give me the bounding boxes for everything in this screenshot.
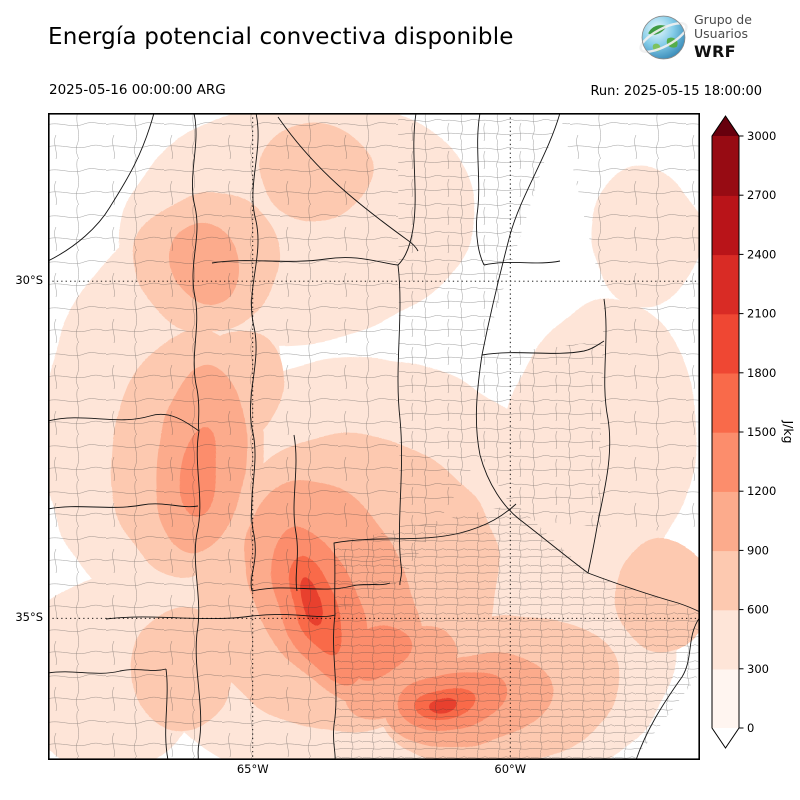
province-boundaries-layer	[48, 113, 700, 760]
colorbar-segment	[712, 372, 739, 433]
province-border	[48, 113, 155, 262]
province-border	[277, 116, 419, 252]
map-frame-layer	[48, 113, 700, 760]
lon-tick-label: 60°W	[494, 762, 527, 776]
province-border	[48, 503, 199, 510]
page-title: Energía potencial convectiva disponible	[48, 24, 514, 50]
colorbar-segment	[712, 254, 739, 315]
department-boundary-mesh	[48, 113, 398, 760]
colorbar-tick-label: 1500	[747, 425, 776, 439]
province-border	[251, 582, 391, 592]
logo-org-line2: Usuarios	[694, 26, 749, 41]
colorbar-body: 0 300 600 900 1200 1500 1800 2100 2400 2700 3000	[711, 115, 776, 749]
province-border	[293, 434, 298, 592]
province-border	[397, 113, 417, 586]
colorbar-tick-label: 1200	[747, 484, 776, 498]
globe-logo-icon	[639, 15, 688, 59]
colorbar-tick-label: 1800	[747, 366, 776, 380]
department-boundary-mesh	[597, 289, 700, 533]
colorbar-segment	[712, 136, 739, 196]
province-border	[194, 430, 202, 760]
province-border	[250, 113, 259, 592]
province-border	[333, 614, 337, 760]
logo-wrf-label: WRF	[694, 42, 736, 61]
province-border	[165, 668, 169, 760]
wrf-logo: Grupo de Usuarios WRF	[639, 12, 752, 62]
colorbar-segment	[712, 550, 739, 611]
colorbar-tick-label: 3000	[747, 129, 776, 143]
valid-time-label: 2025-05-16 00:00:00 ARG	[49, 82, 226, 98]
department-boundary-mesh	[560, 113, 700, 299]
province-border	[475, 113, 589, 574]
run-time-label: Run: 2025-05-15 18:00:00	[590, 84, 762, 99]
colorbar-tick-label: 600	[747, 603, 769, 617]
department-boundary-mesh	[480, 341, 604, 527]
department-boundary-mesh	[398, 113, 560, 583]
colorbar-unit-label: J/kg	[781, 419, 796, 443]
colorbar-segment	[712, 491, 739, 552]
province-border	[333, 503, 517, 616]
map-canvas	[48, 113, 700, 760]
province-border	[48, 413, 200, 432]
logo-text: Grupo de Usuarios WRF	[694, 12, 752, 62]
province-border	[105, 614, 336, 620]
lat-tick-label: 30°S	[15, 273, 43, 288]
department-boundary-mesh	[335, 504, 700, 760]
lon-tick-label: 65°W	[236, 762, 269, 776]
colorbar-tick-label: 2400	[747, 247, 776, 261]
colorbar-tick-label: 2700	[747, 188, 776, 202]
province-border	[587, 572, 700, 613]
colorbar-tick-label: 0	[747, 721, 754, 735]
colorbar-under-arrow	[712, 728, 739, 748]
colorbar-segment	[712, 609, 739, 670]
province-border	[587, 298, 611, 574]
province-border	[635, 616, 700, 760]
colorbar-segment	[712, 668, 739, 729]
province-border	[48, 668, 167, 674]
lat-tick-label: 35°S	[15, 610, 43, 625]
colorbar-segment	[712, 432, 739, 492]
province-border	[476, 113, 485, 266]
logo-org-line1: Grupo de	[694, 12, 752, 27]
map-frame	[48, 113, 700, 760]
colorbar: 0 300 600 900 1200 1500 1800 2100 2400 2700 3000 J…	[711, 115, 796, 749]
colorbar-segment	[712, 313, 739, 374]
colorbar-tick-label: 900	[747, 543, 769, 557]
colorbar-over-arrow	[712, 116, 739, 136]
province-border	[192, 113, 200, 432]
colorbar-tick-label: 2100	[747, 307, 776, 321]
province-border	[481, 340, 605, 356]
province-border	[211, 257, 399, 266]
department-boundaries-layer	[48, 113, 700, 760]
gridlines-layer	[48, 113, 700, 760]
colorbar-segment	[712, 195, 739, 256]
province-border	[483, 260, 561, 266]
colorbar-tick-label: 300	[747, 662, 769, 676]
